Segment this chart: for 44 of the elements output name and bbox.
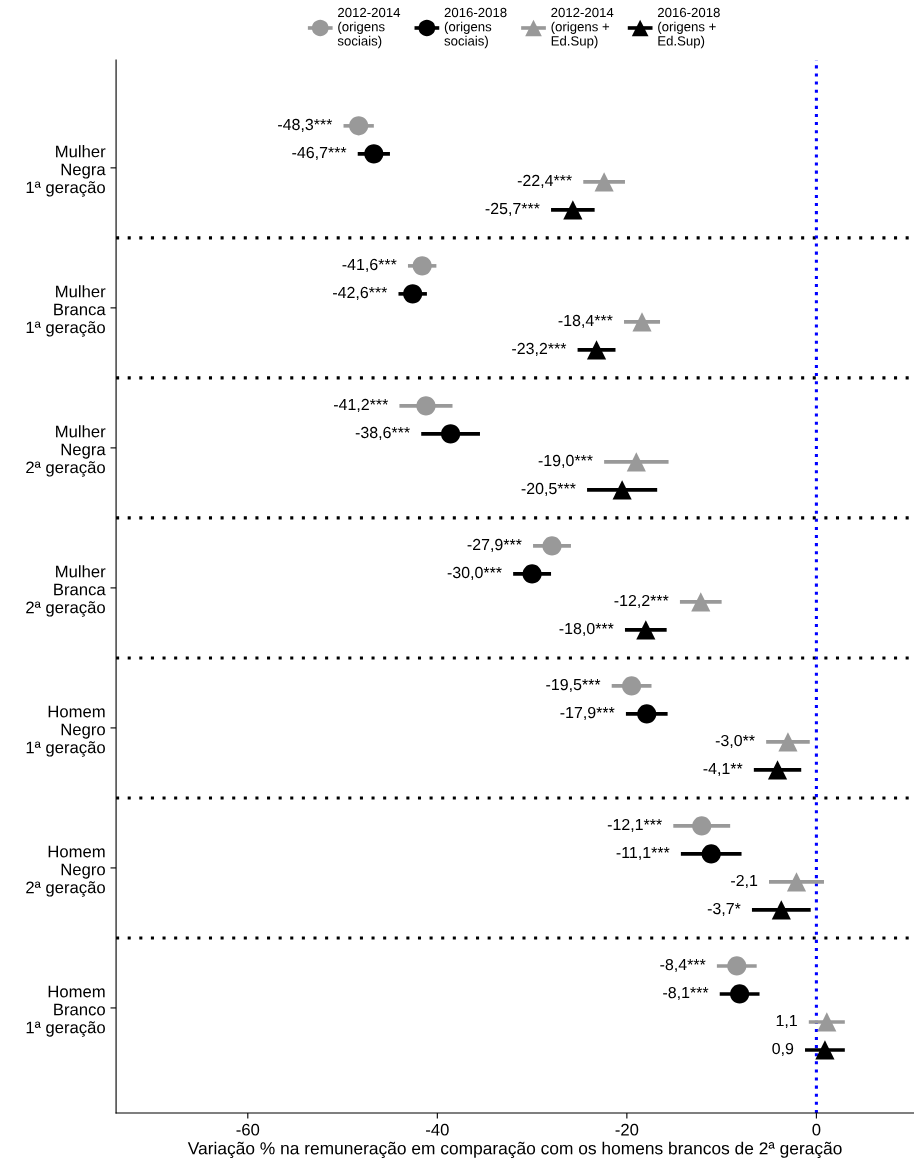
legend-label: 2016-2018 (origens + Ed.Sup) bbox=[657, 7, 720, 49]
data-label: -12,1*** bbox=[607, 818, 662, 833]
data-label: -18,0*** bbox=[559, 622, 614, 637]
data-label: -8,1*** bbox=[663, 986, 709, 1001]
y-tick-label: Mulher Branca 1ª geração bbox=[26, 285, 106, 337]
data-label: -4,1** bbox=[703, 763, 743, 777]
legend-label: 2016-2018 (origens sociais) bbox=[444, 7, 507, 49]
data-label: -42,6*** bbox=[333, 286, 388, 301]
y-tick-label: Homem Negro 1ª geração bbox=[26, 705, 105, 757]
data-label: 1,1 bbox=[776, 1015, 797, 1029]
data-label: -41,2*** bbox=[333, 398, 389, 413]
data-label: -3,0** bbox=[715, 734, 755, 749]
data-label: -46,7*** bbox=[292, 146, 347, 161]
y-tick-label: Mulher Negra 2ª geração bbox=[26, 425, 106, 477]
data-label: -12,2*** bbox=[614, 594, 669, 609]
data-label: -19,5*** bbox=[546, 678, 601, 693]
y-tick-label: Mulher Branca 2ª geração bbox=[26, 565, 106, 617]
x-axis-title: Variação % na remuneração em comparação com os homens brancos de 2ª geração bbox=[187, 1141, 842, 1158]
x-tick-label: -20 bbox=[615, 1123, 639, 1136]
data-label: -38,6*** bbox=[355, 426, 410, 441]
legend-label: 2012-2014 (origens + Ed.Sup) bbox=[551, 7, 614, 49]
data-label: -27,9*** bbox=[467, 538, 522, 553]
data-label: -19,0*** bbox=[538, 454, 593, 469]
data-label: -41,6*** bbox=[342, 258, 397, 273]
data-label: -23,2*** bbox=[512, 342, 567, 357]
data-label: -25,7*** bbox=[485, 202, 540, 217]
y-tick-label: Homem Negro 2ª geração bbox=[26, 845, 105, 897]
data-label: -2,1 bbox=[731, 874, 758, 889]
data-label: -11,1*** bbox=[616, 847, 670, 861]
data-label: 0,9 bbox=[772, 1042, 794, 1057]
x-tick-label: -60 bbox=[236, 1123, 260, 1136]
data-label: -20,5*** bbox=[521, 482, 576, 497]
data-label: -18,4*** bbox=[558, 314, 613, 329]
x-tick-label: -40 bbox=[426, 1123, 449, 1136]
data-label: -8,4*** bbox=[660, 958, 706, 973]
x-tick-label: 0 bbox=[812, 1123, 821, 1136]
data-label: -3,7* bbox=[707, 902, 741, 917]
legend-label: 2012-2014 (origens sociais) bbox=[337, 7, 401, 49]
data-label: -17,9*** bbox=[560, 706, 615, 721]
y-tick-label: Mulher Negra 1ª geração bbox=[26, 145, 106, 197]
data-label: -22,4*** bbox=[517, 174, 572, 189]
data-label: -48,3*** bbox=[278, 118, 333, 133]
data-label: -30,0*** bbox=[447, 566, 502, 581]
y-tick-label: Homem Branco 1ª geração bbox=[26, 985, 105, 1037]
